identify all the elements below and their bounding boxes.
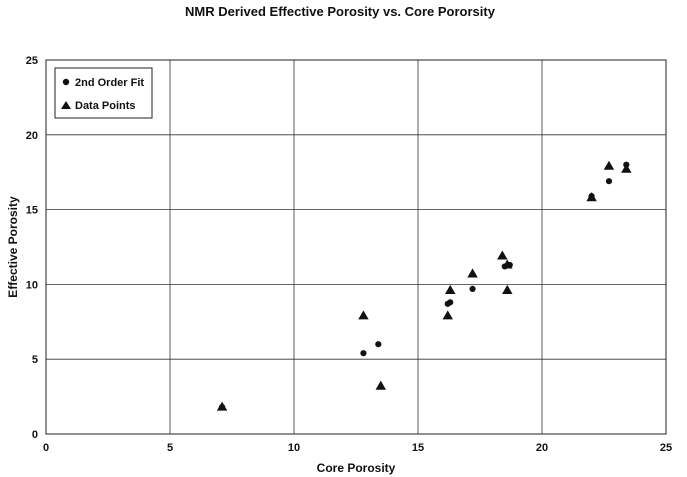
data-point [467, 268, 478, 278]
data-markers [216, 160, 632, 411]
gridlines [46, 60, 666, 434]
x-tick-label: 5 [167, 442, 173, 454]
x-tick-label: 25 [660, 442, 672, 454]
data-point [603, 160, 615, 170]
legend-circle-marker [62, 78, 70, 86]
fit-point [375, 341, 382, 348]
data-point [502, 284, 513, 294]
data-point [586, 192, 597, 202]
x-tick-label: 0 [43, 442, 49, 454]
data-point [497, 250, 508, 260]
legend-box [54, 67, 153, 119]
plot-area [45, 59, 667, 435]
y-tick-label: 20 [26, 130, 38, 142]
x-axis-label: Core Porosity [317, 461, 396, 475]
legend-triangle-marker [61, 101, 71, 109]
y-tick-label: 5 [32, 354, 38, 366]
y-tick-label: 0 [32, 429, 38, 441]
data-point [621, 163, 632, 173]
data-point [445, 284, 456, 294]
y-tick-label: 10 [26, 279, 38, 291]
y-axis-label: Effective Porosity [6, 196, 20, 298]
fit-point [447, 299, 454, 306]
legend-label-fit: 2nd Order Fit [75, 77, 144, 89]
fit-point [605, 178, 613, 185]
y-tick-label: 15 [26, 205, 38, 217]
x-tick-label: 10 [288, 442, 300, 454]
legend: 2nd Order Fit Data Points [54, 67, 153, 119]
x-tick-label: 15 [412, 442, 424, 454]
data-point [502, 259, 513, 269]
legend-label-data: Data Points [75, 100, 136, 112]
fit-point [469, 285, 476, 292]
x-axis-ticks: 0 5 10 15 20 25 [43, 442, 672, 454]
y-tick-label: 25 [26, 55, 38, 67]
data-point [375, 380, 387, 390]
x-tick-label: 20 [536, 442, 548, 454]
y-axis-ticks: 0 5 10 15 20 25 [26, 55, 38, 441]
fit-point [360, 350, 367, 357]
chart-title: NMR Derived Effective Porosity vs. Core … [185, 4, 496, 19]
data-point [358, 310, 369, 320]
data-point [216, 401, 228, 411]
data-point [442, 310, 453, 320]
